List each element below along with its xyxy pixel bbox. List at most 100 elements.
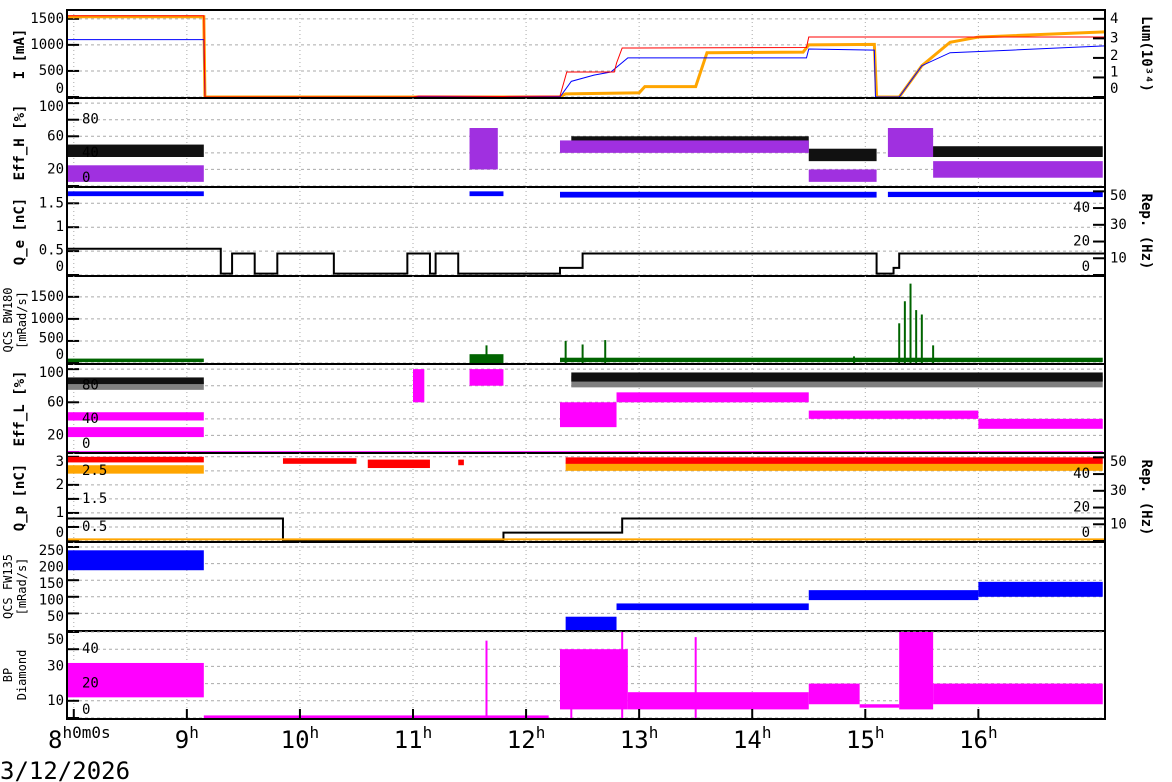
right-tick-label: 4 (1110, 11, 1118, 27)
y-tick-label: 40 (82, 145, 99, 161)
data-band (67, 465, 204, 474)
x-tick-label: 12h (507, 723, 546, 754)
data-band (808, 590, 979, 601)
series-line (67, 517, 1105, 542)
series-line (67, 39, 1106, 98)
data-band (469, 369, 504, 386)
data-band (887, 191, 1103, 198)
y-tick-label: 100 (39, 593, 64, 609)
right-axis-label: Lum(10³⁴) (1138, 16, 1154, 92)
y-tick-label: 500 (39, 331, 64, 347)
data-band (67, 550, 204, 571)
data-band (458, 459, 464, 466)
y-tick-label: 1500 (30, 289, 64, 305)
right-axis-label: Rep. (Hz) (1138, 460, 1154, 536)
x-tick-label: 14h (733, 723, 772, 754)
data-band (978, 418, 1103, 429)
y-tick-label: 100 (39, 365, 64, 381)
right-tick-label: 2 (1110, 48, 1118, 64)
data-band (978, 581, 1103, 597)
y-tick-label: 0 (56, 525, 64, 541)
y-tick-label: 500 (39, 63, 64, 79)
y-tick-label: 2 (56, 477, 64, 493)
data-band (67, 662, 204, 698)
y-tick-label: 150 (39, 576, 64, 592)
right-tick-label: 10 (1110, 250, 1127, 266)
data-band (565, 616, 617, 630)
right-tick-label: 0 (1082, 259, 1090, 275)
data-band (808, 169, 877, 182)
data-band (933, 683, 1103, 705)
x-tick-label: 9h (175, 723, 199, 754)
y-tick-label: 20 (47, 427, 64, 443)
right-axis-label: Rep. (Hz) (1138, 194, 1154, 270)
plot-frame (66, 9, 1106, 720)
right-tick-label: 20 (1073, 500, 1090, 516)
y-axis-label: Eff_H [%] (12, 105, 28, 181)
y-tick-label: 0.5 (82, 519, 107, 535)
data-band (859, 704, 900, 708)
data-band (933, 161, 1103, 178)
data-band (899, 632, 934, 710)
data-band (67, 427, 204, 438)
y-tick-label: 0.5 (39, 243, 64, 259)
panel-5: 3 2.5 2 1.5 1 0.5 0 Q_p [nC] 50 40 30 20 10 0 Rep. (Hz… (12, 453, 1154, 543)
y-axis-label: Eff_L [%] (12, 371, 28, 447)
right-tick-label: 1 (1110, 65, 1118, 81)
y-tick-label: 50 (47, 632, 64, 648)
y-axis-label: I [mA] (12, 29, 28, 80)
y-tick-label: 1500 (30, 11, 64, 27)
x-tick-label: 15h (846, 723, 885, 754)
data-band (559, 402, 617, 428)
y-tick-label: 100 (39, 99, 64, 115)
data-band (67, 358, 204, 363)
right-tick-label: 0 (1110, 81, 1118, 97)
y-tick-label: 0 (56, 259, 64, 275)
data-band (616, 603, 809, 611)
y-tick-label: 30 (47, 658, 64, 674)
y-tick-label: 2.5 (82, 463, 107, 479)
y-tick-label: 20 (47, 161, 64, 177)
series-line (67, 15, 1105, 98)
panel-1: 100 80 60 40 20 0 Eff_H [%] (12, 98, 1105, 188)
y-tick-label: 40 (82, 411, 99, 427)
data-band (627, 692, 809, 710)
right-tick-label: 40 (1073, 466, 1090, 482)
data-band (808, 148, 877, 162)
y-axis-label: BPDiamond (1, 650, 29, 701)
y-tick-label: 1.5 (39, 195, 64, 211)
data-band (887, 128, 934, 157)
data-band (469, 191, 504, 197)
y-tick-label: 80 (82, 378, 99, 394)
y-tick-label: 1000 (30, 37, 64, 53)
right-tick-label: 0 (1082, 525, 1090, 541)
right-tick-label: 50 (1110, 188, 1127, 204)
data-band (67, 165, 204, 182)
y-axis-label: QCS BW180[mRad/s] (1, 287, 29, 352)
y-tick-label: 0 (82, 436, 90, 452)
data-band (565, 462, 1103, 471)
y-tick-label: 80 (82, 112, 99, 128)
y-tick-label: 3 (56, 454, 64, 470)
y-axis-label: Q_e [nC] (12, 198, 28, 265)
y-tick-label: 60 (47, 128, 64, 144)
data-band (559, 140, 809, 153)
data-band (469, 128, 498, 170)
data-band (921, 146, 1103, 157)
data-band (282, 458, 357, 464)
data-band (67, 191, 204, 197)
data-band (367, 459, 430, 469)
y-tick-label: 1000 (30, 311, 64, 327)
x-tick-label: 16h (959, 723, 998, 754)
y-tick-label: 1.5 (82, 491, 107, 507)
y-tick-label: 50 (47, 609, 64, 625)
y-tick-label: 20 (82, 676, 99, 692)
right-tick-label: 3 (1110, 30, 1118, 46)
data-band (203, 715, 549, 718)
series-line (67, 247, 1105, 275)
y-tick-label: 1 (56, 219, 64, 235)
panel-7: 50 40 30 20 10 0 BPDiamond (1, 631, 1105, 720)
data-band (616, 392, 809, 403)
